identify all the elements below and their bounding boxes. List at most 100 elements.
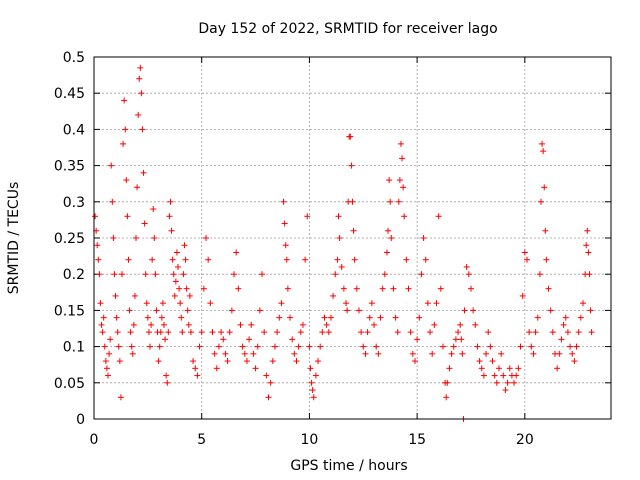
- data-point: [439, 343, 446, 350]
- data-point: [276, 314, 283, 321]
- data-point: [205, 256, 212, 263]
- data-point: [283, 256, 290, 263]
- data-point: [265, 394, 272, 401]
- data-point: [309, 387, 316, 394]
- data-point: [109, 198, 116, 205]
- data-point: [549, 329, 556, 336]
- data-point: [443, 394, 450, 401]
- data-point: [259, 271, 266, 278]
- data-point: [387, 198, 394, 205]
- data-point: [401, 213, 408, 220]
- data-point: [250, 350, 257, 357]
- data-point: [143, 300, 150, 307]
- data-point: [139, 126, 146, 133]
- data-point: [467, 285, 474, 292]
- data-point: [133, 235, 140, 241]
- data-point: [517, 343, 524, 350]
- data-point: [302, 256, 309, 263]
- data-point: [399, 155, 406, 162]
- data-point: [315, 358, 322, 365]
- data-point: [159, 300, 166, 307]
- data-point: [168, 227, 175, 234]
- data-point: [364, 329, 371, 336]
- data-point: [179, 329, 186, 336]
- y-tick-label: 0.25: [54, 231, 85, 247]
- data-point: [269, 358, 276, 365]
- data-point: [547, 307, 554, 314]
- data-point: [478, 365, 485, 372]
- data-point: [564, 329, 571, 336]
- data-point: [358, 329, 365, 336]
- data-point: [226, 329, 233, 336]
- data-point: [112, 292, 119, 299]
- data-point: [344, 307, 351, 314]
- x-tick-label: 5: [197, 432, 206, 448]
- data-point: [360, 343, 367, 350]
- data-point: [297, 329, 304, 336]
- y-tick-label: 0.2: [63, 267, 85, 283]
- data-point: [127, 329, 134, 336]
- data-point: [353, 285, 360, 292]
- data-point: [123, 177, 130, 184]
- data-point: [377, 314, 384, 321]
- data-point: [278, 300, 285, 307]
- data-point: [474, 343, 481, 350]
- data-point: [375, 350, 382, 357]
- data-point: [431, 321, 438, 328]
- data-point: [523, 256, 530, 263]
- data-point: [252, 365, 259, 372]
- data-point: [151, 235, 158, 241]
- data-point: [243, 358, 250, 365]
- data-point: [235, 285, 242, 292]
- data-point: [120, 140, 127, 147]
- data-point: [239, 343, 246, 350]
- y-axis-label: SRMTID / TECUs: [6, 182, 22, 295]
- data-point: [334, 256, 341, 263]
- data-point: [416, 314, 423, 321]
- data-point: [351, 256, 358, 263]
- data-point: [513, 372, 520, 379]
- data-point: [198, 329, 205, 336]
- data-point: [113, 314, 120, 321]
- data-point: [137, 64, 144, 71]
- data-point: [149, 256, 156, 263]
- data-point: [448, 350, 455, 357]
- data-point: [542, 227, 549, 234]
- data-point: [463, 263, 470, 270]
- x-axis-label: GPS time / hours: [290, 458, 407, 474]
- data-point: [246, 336, 253, 343]
- y-tick-label: 0.4: [63, 122, 85, 138]
- data-point: [233, 249, 240, 256]
- data-point: [274, 329, 281, 336]
- data-point: [248, 321, 255, 328]
- data-point: [185, 321, 192, 328]
- data-point: [280, 198, 287, 205]
- data-point: [177, 300, 184, 307]
- data-point: [282, 242, 289, 249]
- data-point: [98, 321, 105, 328]
- data-point: [541, 184, 548, 191]
- data-point: [336, 235, 343, 241]
- data-point: [175, 263, 182, 270]
- data-point: [241, 350, 248, 357]
- data-point: [203, 235, 210, 241]
- data-point: [330, 292, 337, 299]
- data-point: [231, 271, 238, 278]
- y-tick-label: 0.5: [63, 50, 85, 66]
- data-point: [569, 350, 576, 357]
- data-point: [176, 285, 183, 292]
- data-point: [207, 300, 214, 307]
- data-point: [304, 213, 311, 220]
- data-point: [171, 292, 178, 299]
- data-point: [153, 307, 160, 314]
- data-point: [209, 329, 216, 336]
- data-point: [405, 285, 412, 292]
- data-point: [371, 321, 378, 328]
- data-point: [493, 379, 500, 386]
- data-point: [166, 213, 173, 220]
- data-point: [95, 256, 102, 263]
- data-point: [437, 285, 444, 292]
- data-point: [96, 271, 103, 278]
- data-point: [554, 365, 561, 372]
- data-point: [228, 307, 235, 314]
